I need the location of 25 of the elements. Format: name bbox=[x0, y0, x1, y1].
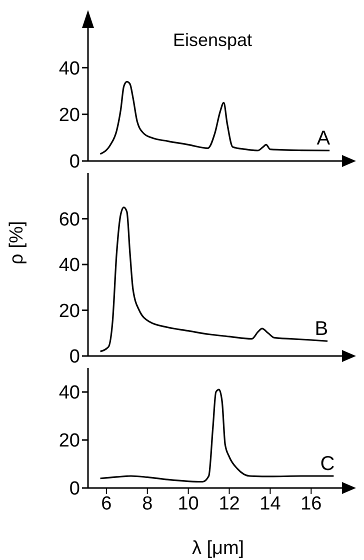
x-tick-label: 12 bbox=[218, 493, 240, 514]
y-tick-label: 40 bbox=[58, 58, 80, 80]
annotation: C bbox=[320, 453, 335, 475]
line-series bbox=[99, 80, 330, 155]
y-tick-label: 0 bbox=[69, 478, 80, 500]
y-tick-label: 60 bbox=[58, 209, 80, 230]
y-tick-label: 20 bbox=[58, 300, 80, 322]
y-tick-label: 0 bbox=[69, 346, 80, 368]
annotation: A bbox=[316, 127, 331, 150]
x-axis-title: λ [μm] bbox=[192, 538, 244, 559]
annotation: B bbox=[314, 318, 328, 340]
line-series bbox=[99, 206, 328, 352]
y-axis-title: ρ [%] bbox=[6, 220, 28, 264]
y-tick-label: 40 bbox=[58, 255, 80, 276]
y-tick-label: 20 bbox=[58, 105, 80, 126]
text: Eisenspat bbox=[173, 30, 252, 51]
x-tick-label: 10 bbox=[178, 493, 199, 514]
x-tick-label: 6 bbox=[101, 493, 112, 514]
line-series bbox=[99, 388, 334, 483]
x-tick-label: 16 bbox=[300, 493, 322, 514]
y-tick-label: 20 bbox=[58, 430, 80, 452]
y-tick-label: 40 bbox=[58, 382, 80, 404]
x-tick-label: 14 bbox=[260, 493, 282, 514]
y-tick-label: 0 bbox=[69, 152, 80, 173]
x-tick-label: 8 bbox=[142, 493, 153, 514]
